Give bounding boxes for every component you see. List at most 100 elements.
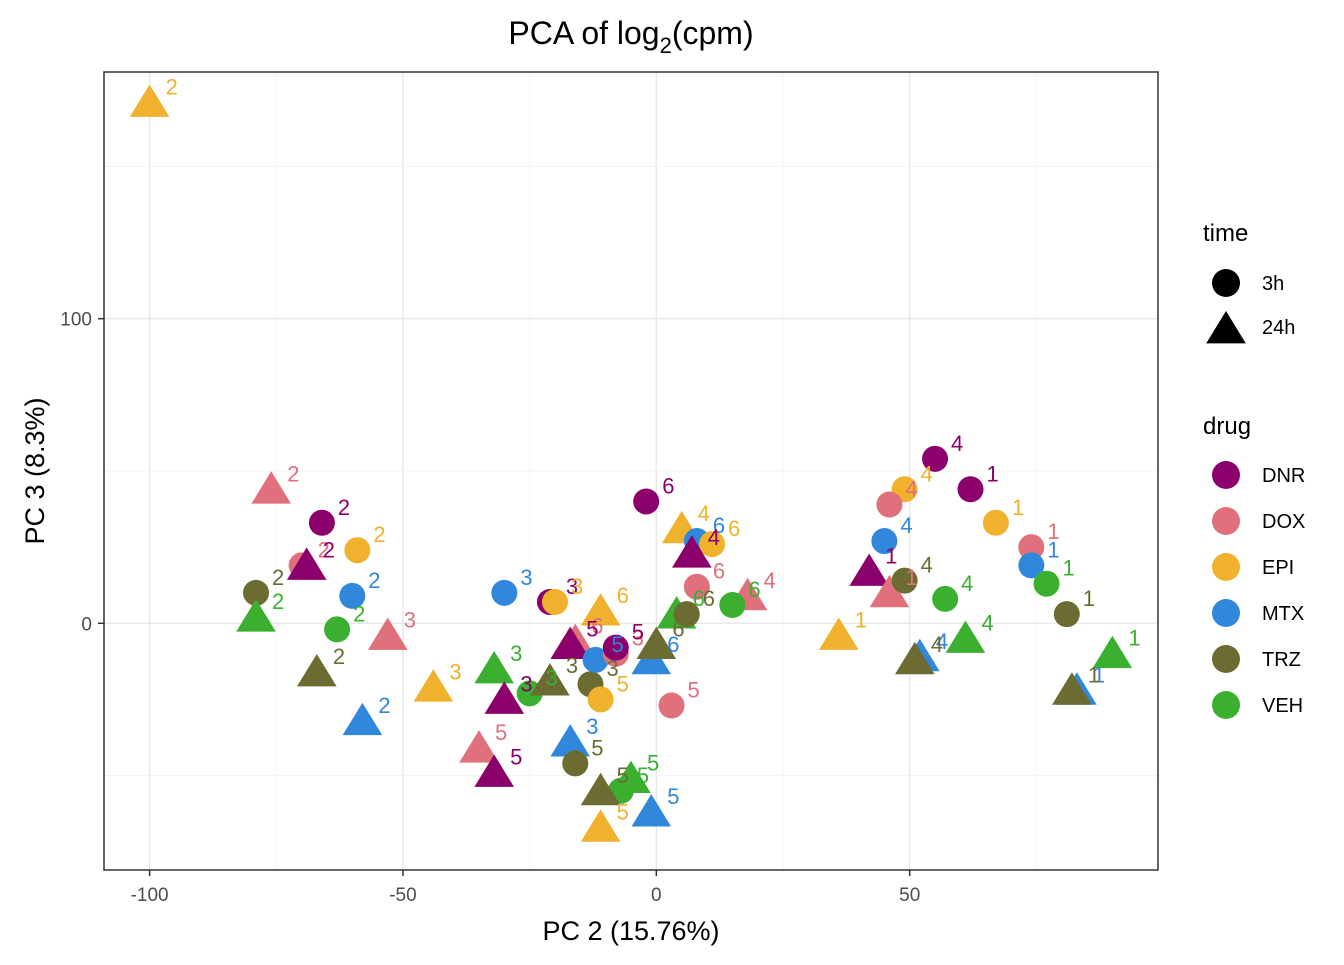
legend-label-time: 24h (1262, 317, 1295, 339)
point-label: 6 (672, 617, 684, 642)
point-label: 5 (591, 735, 603, 760)
legend-key-mtx (1212, 599, 1240, 627)
point-label: 2 (272, 565, 284, 590)
data-point-epi-24h (413, 669, 454, 702)
point-label: 1 (1047, 537, 1059, 562)
point-label: 4 (764, 568, 776, 593)
x-tick-label: -100 (131, 885, 169, 906)
data-point-veh-24h (945, 620, 986, 653)
point-label: 1 (885, 544, 897, 569)
point-label: 1 (1063, 556, 1075, 581)
x-tick-label: 50 (899, 885, 920, 906)
legend-label-drug: TRZ (1262, 649, 1301, 671)
point-label: 6 (728, 516, 740, 541)
point-label: 3 (571, 574, 583, 599)
axes: -100 -50 0 50 0 100 (60, 310, 920, 906)
point-label: 4 (981, 611, 993, 636)
point-label: 5 (637, 763, 649, 788)
legend: time 3h 24h drug DNR DOX EPI MTX TRZ VEH (1203, 220, 1305, 719)
point-label: 1 (1083, 586, 1095, 611)
point-label: 2 (338, 495, 350, 520)
data-point-veh-3h (1033, 570, 1060, 597)
data-point-mtx-24h (550, 724, 590, 757)
point-label: 4 (905, 477, 917, 502)
point-label: 3 (510, 641, 522, 666)
point-label: 1 (1128, 626, 1140, 651)
data-point-trz-3h (673, 601, 700, 628)
point-label: 4 (900, 513, 912, 538)
legend-label-drug: MTX (1262, 603, 1304, 625)
legend-label-drug: EPI (1262, 557, 1294, 579)
data-point-dox-24h (251, 471, 292, 504)
point-label: 2 (287, 461, 299, 486)
data-point-dnr-24h (672, 535, 712, 568)
legend-label-time: 3h (1262, 273, 1284, 295)
data-point-mtx-24h (342, 702, 383, 736)
legend-key-veh (1212, 691, 1240, 719)
point-label: 2 (318, 537, 330, 562)
point-label: 1 (905, 565, 917, 590)
point-label: 3 (632, 626, 644, 651)
data-point-mtx-3h (871, 528, 898, 555)
point-label: 5 (617, 671, 629, 696)
data-point-veh-3h (324, 616, 351, 643)
y-axis-label: PC 3 (8.3%) (20, 397, 50, 544)
data-point-dnr-3h (602, 634, 629, 661)
point-label: 3 (586, 714, 598, 739)
point-label: 6 (748, 577, 760, 602)
point-label: 4 (698, 501, 710, 526)
point-label: 2 (368, 568, 380, 593)
point-label: 1 (1047, 519, 1059, 544)
point-label: 5 (647, 751, 659, 776)
chart-title-subscript: 2 (660, 33, 672, 58)
data-point-dox-3h (876, 491, 903, 518)
chart-title: PCA of log2(cpm) (508, 15, 753, 58)
point-label: 2 (333, 644, 345, 669)
chart-title-main: PCA of log (508, 15, 659, 51)
point-label: 4 (708, 525, 720, 550)
data-point-trz-24h (636, 626, 677, 660)
data-point-dox-24h (869, 574, 910, 608)
point-label: 1 (1012, 495, 1024, 520)
point-label: 6 (703, 586, 715, 611)
data-point-trz-24h (1052, 672, 1092, 705)
data-point-trz-24h (580, 772, 621, 806)
point-label: 4 (921, 461, 933, 486)
data-point-epi-24h (129, 84, 170, 117)
data-point-trz-24h (530, 663, 570, 696)
data-point-epi-3h (982, 509, 1009, 536)
data-point-dnr-24h (484, 681, 525, 714)
point-label: 3 (449, 659, 461, 684)
point-label: 4 (961, 571, 973, 596)
point-label: 4 (931, 632, 943, 657)
point-label: 6 (713, 559, 725, 584)
point-label: 1 (987, 461, 999, 486)
point-label: 5 (688, 678, 700, 703)
data-points (129, 84, 1133, 842)
data-point-dox-3h (658, 692, 685, 719)
x-axis-label: PC 2 (15.76%) (542, 916, 719, 946)
point-label: 5 (617, 799, 629, 824)
point-label: 4 (951, 431, 963, 456)
point-label: 3 (566, 653, 578, 678)
legend-label-drug: VEH (1262, 695, 1303, 717)
legend-title-time: time (1203, 220, 1248, 247)
data-point-epi-3h (587, 686, 614, 713)
legend-label-drug: DOX (1262, 511, 1305, 533)
legend-title-drug: drug (1203, 413, 1251, 440)
point-label: 2 (353, 601, 365, 626)
point-label: 1 (855, 607, 867, 632)
point-label: 4 (936, 629, 948, 654)
legend-key-dox (1212, 507, 1240, 535)
data-point-epi-24h (580, 809, 621, 842)
data-point-veh-24h (236, 599, 276, 632)
x-tick-label: 0 (651, 885, 662, 906)
data-point-dnr-24h (849, 553, 889, 586)
data-point-veh-24h (1092, 635, 1133, 669)
point-label: 1 (1093, 662, 1105, 687)
data-point-trz-3h (1053, 601, 1080, 628)
data-point-trz-24h (297, 654, 337, 687)
data-point-dox-24h (459, 730, 499, 763)
